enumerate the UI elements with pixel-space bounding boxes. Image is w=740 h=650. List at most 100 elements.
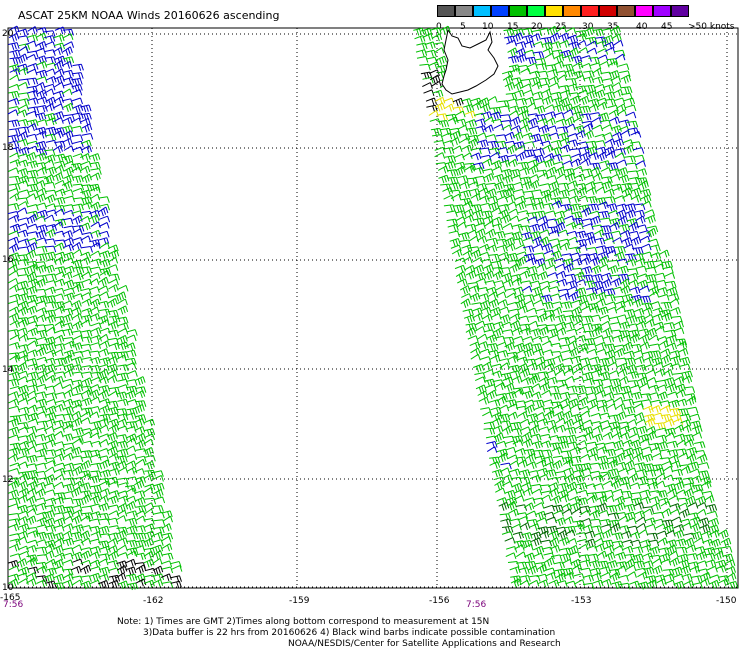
- wind-barb: [34, 81, 46, 90]
- wind-barb: [648, 496, 660, 504]
- wind-barb: [44, 214, 55, 222]
- wind-barb: [519, 327, 531, 336]
- wind-barb: [135, 432, 146, 443]
- wind-barb: [558, 537, 570, 546]
- wind-barb: [544, 363, 555, 371]
- wind-barb: [705, 504, 718, 512]
- wind-barb: [625, 258, 637, 267]
- wind-barb: [26, 68, 38, 76]
- wind-barb: [559, 97, 571, 107]
- wind-barb: [63, 424, 74, 431]
- wind-barb: [621, 187, 633, 197]
- wind-barb: [565, 580, 577, 588]
- wind-barb: [566, 481, 578, 491]
- wind-barb: [625, 209, 636, 219]
- wind-barb: [668, 550, 679, 558]
- wind-barb: [81, 440, 93, 448]
- wind-barb: [604, 495, 615, 503]
- wind-barb: [27, 183, 39, 192]
- axis-tick-labels: 20 18 16 14 12 10 -165 -162 -159 -156 -1…: [0, 29, 737, 606]
- wind-barb: [44, 154, 56, 163]
- wind-barb: [580, 462, 592, 471]
- wind-barb: [108, 567, 120, 575]
- wind-barb: [518, 567, 530, 575]
- wind-barb: [18, 78, 30, 86]
- wind-barb: [643, 260, 656, 269]
- wind-barb: [524, 404, 535, 414]
- wind-barb: [125, 349, 137, 357]
- wind-barb: [115, 391, 128, 400]
- wind-barb: [643, 314, 654, 321]
- wind-barb: [18, 267, 30, 275]
- wind-barb: [483, 124, 494, 133]
- legend-color-swatch: [545, 5, 563, 17]
- wind-barb: [134, 525, 146, 533]
- wind-barb: [492, 270, 503, 281]
- wind-barb: [474, 326, 486, 333]
- wind-barb: [61, 300, 73, 308]
- wind-barb: [71, 134, 84, 142]
- wind-barb: [71, 410, 82, 419]
- wind-barb: [613, 439, 625, 449]
- wind-barb: [36, 329, 48, 338]
- wind-barb: [510, 320, 521, 330]
- wind-barb: [529, 474, 541, 483]
- wind-barb: [462, 200, 474, 209]
- wind-barb: [606, 560, 618, 569]
- legend-color-swatch: [527, 5, 545, 17]
- wind-barb: [626, 525, 639, 533]
- wind-barb: [428, 110, 439, 117]
- wind-barb: [44, 194, 56, 204]
- wind-barb: [126, 547, 139, 556]
- wind-barb: [564, 172, 576, 182]
- wind-barb: [478, 396, 490, 405]
- wind-barb: [17, 197, 29, 205]
- wind-barb: [613, 97, 626, 105]
- wind-barb: [462, 256, 473, 264]
- wind-barb: [577, 343, 589, 352]
- wind-barb: [604, 47, 616, 54]
- wind-barb: [44, 309, 57, 318]
- wind-barb: [143, 487, 154, 494]
- wind-barb: [627, 426, 639, 435]
- wind-barb: [54, 357, 66, 366]
- wind-barb: [54, 305, 65, 314]
- legend-color-swatch: [635, 5, 653, 17]
- wind-barb: [436, 55, 447, 65]
- wind-barb: [443, 103, 455, 112]
- wind-barb: [61, 180, 73, 190]
- wind-barb: [460, 298, 471, 308]
- wind-barb: [162, 552, 174, 560]
- wind-barb: [544, 567, 556, 575]
- wind-barb: [54, 320, 65, 329]
- wind-barb: [655, 523, 667, 531]
- wind-barb: [500, 120, 512, 127]
- wind-barb: [89, 518, 101, 526]
- wind-barb: [98, 196, 110, 203]
- wind-barb: [649, 554, 662, 562]
- wind-barb: [575, 385, 587, 393]
- wind-barb: [126, 540, 138, 548]
- wind-barb: [36, 224, 48, 233]
- wind-barb: [683, 580, 695, 588]
- wind-barb: [685, 544, 697, 553]
- wind-barb: [126, 399, 138, 406]
- wind-barb: [470, 193, 482, 202]
- wind-barb: [617, 362, 629, 372]
- wind-barb: [504, 489, 516, 499]
- wind-barb: [415, 49, 428, 57]
- wind-barb: [71, 404, 83, 411]
- wind-barb: [535, 114, 547, 122]
- wind-barb: [487, 96, 498, 103]
- wind-barb: [17, 28, 29, 37]
- wind-barb: [656, 287, 668, 295]
- wind-barb: [17, 53, 28, 63]
- lon-label: -165: [0, 593, 20, 603]
- wind-barb: [90, 426, 102, 435]
- wind-barb: [518, 167, 530, 175]
- wind-barb: [636, 224, 648, 232]
- wind-barb: [54, 371, 66, 379]
- wind-barb: [108, 278, 119, 286]
- wind-barb: [634, 258, 646, 266]
- wind-barb: [451, 248, 463, 257]
